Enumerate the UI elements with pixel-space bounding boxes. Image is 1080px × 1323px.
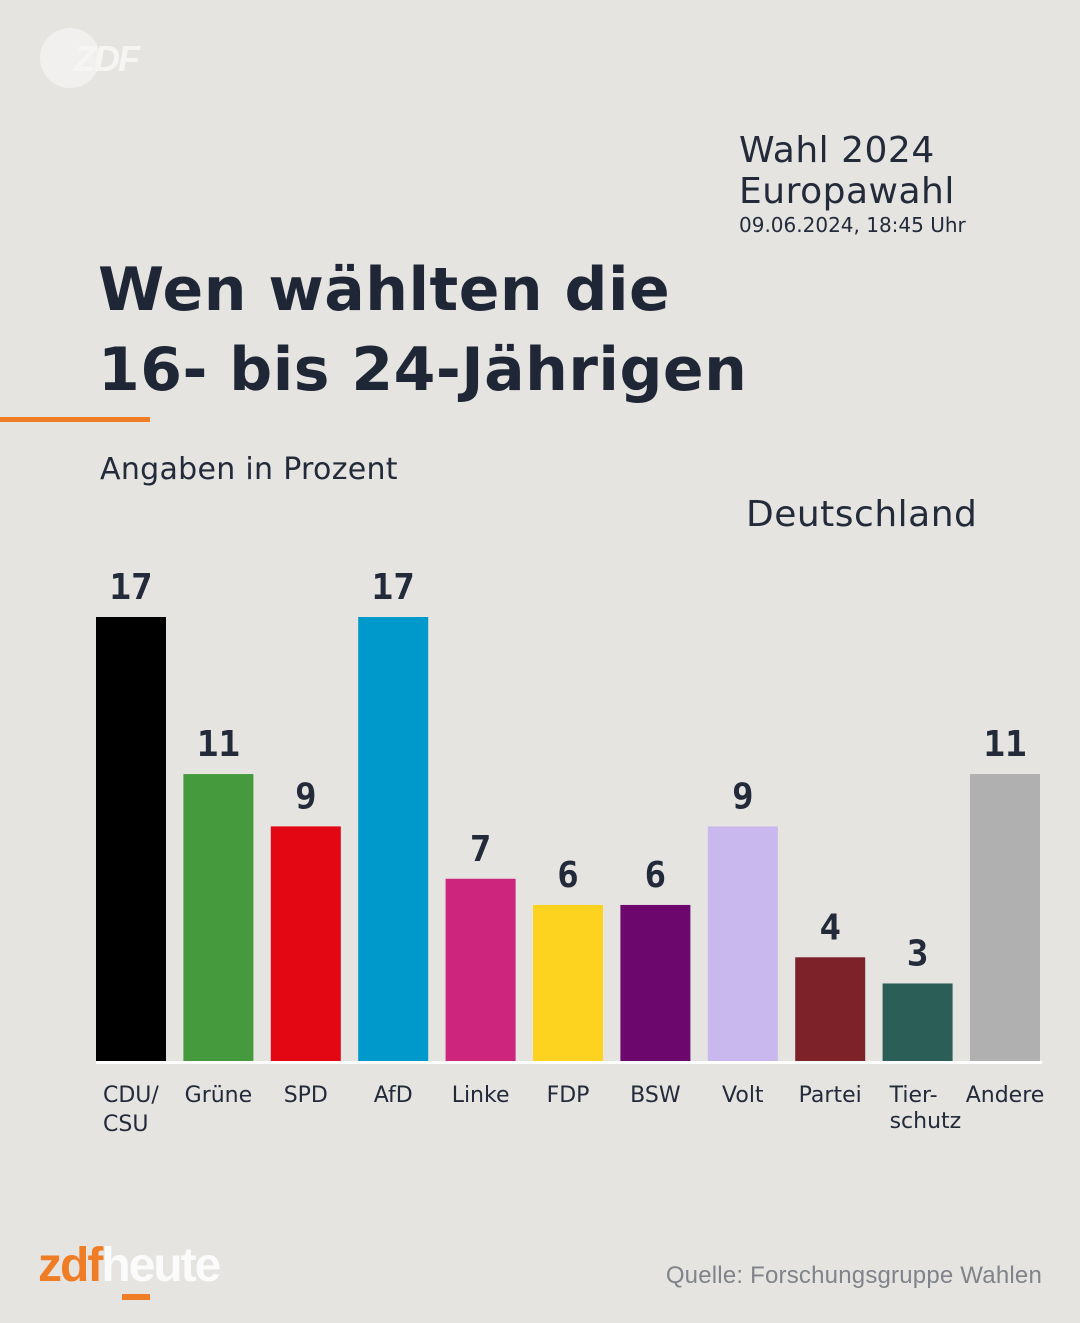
zdf-logo: ZDF [40, 28, 150, 92]
category-label-5-line-0: FDP [547, 1083, 590, 1108]
bar-8 [795, 957, 866, 1062]
accent-divider [0, 417, 150, 422]
category-label-6-line-0: BSW [630, 1083, 681, 1108]
bar-2 [270, 826, 341, 1062]
x-axis-baseline [96, 1061, 1042, 1064]
bar-chart: 17 CDU/CSU 11 Grüne 9 SPD 17 AfD 7 Linke 6 FDP 6 BSW 9… [96, 567, 1045, 1137]
election-title: Wahl 2024 [739, 130, 935, 171]
bar-6 [620, 904, 691, 1062]
category-label-9-line-1: schutz [890, 1109, 962, 1134]
bar-1 [183, 774, 254, 1062]
category-label-0-line-1: CSU [103, 1112, 148, 1137]
bar-value-label-10: 11 [983, 724, 1026, 765]
category-label-1-line-0: Grüne [185, 1083, 253, 1108]
bar-0 [96, 617, 166, 1062]
bar-value-label-9: 3 [907, 933, 929, 974]
bar-value-label-3: 17 [372, 567, 415, 608]
category-label-9-line-0: Tier- [889, 1083, 938, 1108]
bar-3 [358, 617, 429, 1062]
bar-5 [533, 904, 603, 1062]
election-type: Europawahl [739, 171, 955, 212]
headline-line-2: 16- bis 24-Jährigen [98, 335, 748, 405]
headline: Wen wählten die 16- bis 24-Jährigen [98, 250, 747, 410]
headline-line-1: Wen wählten die [98, 255, 671, 325]
category-label-7-line-0: Volt [722, 1083, 764, 1108]
bar-4 [445, 878, 516, 1062]
bar-value-label-5: 6 [557, 855, 579, 896]
bar-value-label-0: 17 [109, 567, 152, 608]
bar-10 [970, 774, 1040, 1062]
bar-value-label-6: 6 [645, 855, 667, 896]
bar-value-label-4: 7 [470, 829, 492, 870]
source-credit: Quelle: Forschungsgruppe Wahlen [665, 1262, 1042, 1289]
zdfheute-logo: zdfheute [38, 1238, 221, 1300]
category-label-4-line-0: Linke [452, 1083, 510, 1108]
unit-subtitle: Angaben in Prozent [100, 452, 398, 487]
zdf-logo-text: ZDF [74, 38, 140, 79]
zdf-logo-circle-icon [40, 28, 100, 88]
logo-underscore-icon [122, 1294, 150, 1300]
category-label-10-line-0: Andere [966, 1083, 1045, 1108]
category-label-3-line-0: AfD [374, 1083, 413, 1108]
category-label-2-line-0: SPD [284, 1083, 328, 1108]
logo-zdf-text: zdf [38, 1239, 103, 1292]
bar-value-label-2: 9 [295, 776, 317, 817]
category-label-8-line-0: Partei [799, 1083, 862, 1108]
bar-value-label-8: 4 [819, 907, 841, 948]
bar-value-label-1: 11 [197, 724, 240, 765]
logo-heute-text: heute [101, 1239, 221, 1292]
category-label-0-line-0: CDU/ [103, 1083, 159, 1108]
election-meta: Wahl 2024 Europawahl 09.06.2024, 18:45 U… [739, 130, 966, 240]
timestamp: 09.06.2024, 18:45 Uhr [739, 213, 966, 237]
region-label: Deutschland [746, 494, 978, 535]
bar-9 [882, 983, 953, 1062]
bar-7 [707, 826, 778, 1062]
bar-value-label-7: 9 [732, 776, 754, 817]
